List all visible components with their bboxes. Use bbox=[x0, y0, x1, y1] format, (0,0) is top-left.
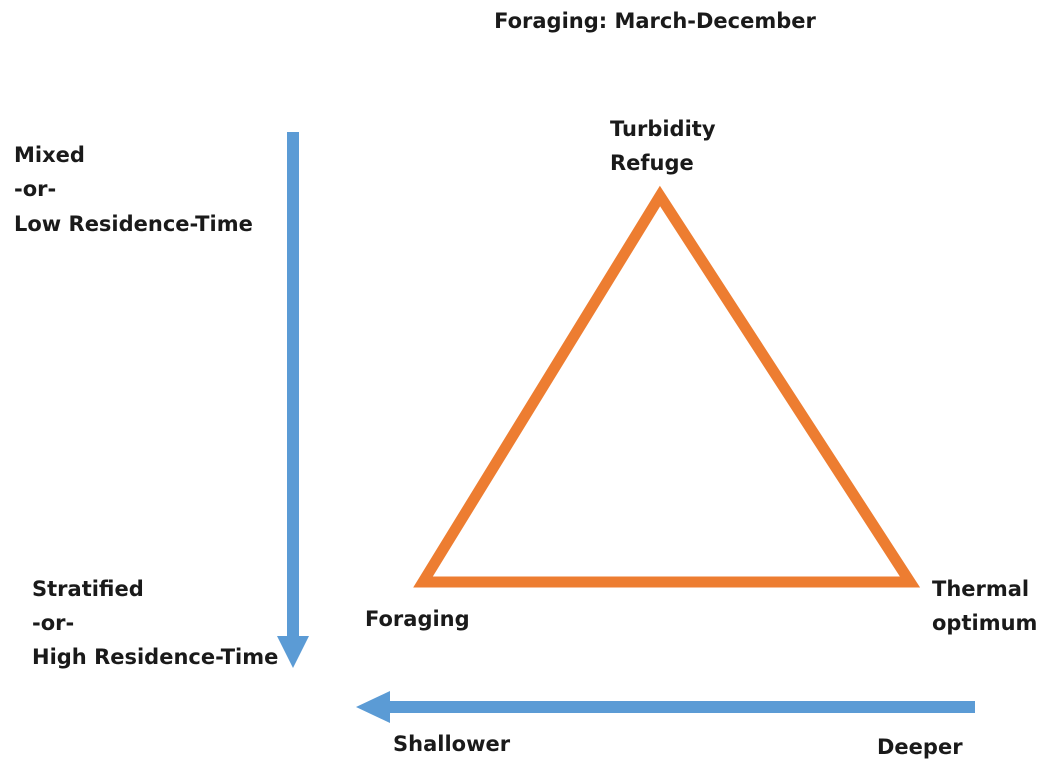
node-label: Foraging bbox=[365, 607, 470, 631]
axis-label: -or- bbox=[14, 177, 56, 201]
axis-label: High Residence-Time bbox=[32, 645, 278, 669]
axis-label: Low Residence-Time bbox=[14, 212, 253, 236]
axis-label: -or- bbox=[32, 611, 74, 635]
node-label: optimum bbox=[932, 611, 1037, 635]
axis-label: Shallower bbox=[393, 732, 511, 756]
node-label: Turbidity bbox=[610, 117, 716, 141]
horizontal-arrow-head bbox=[356, 691, 390, 723]
axis-label: Stratified bbox=[32, 577, 144, 601]
axis-label: Deeper bbox=[877, 735, 963, 759]
triangle bbox=[413, 185, 921, 588]
vertical-arrow-head bbox=[277, 636, 309, 668]
node-label: Refuge bbox=[610, 151, 694, 175]
node-label: Thermal bbox=[932, 577, 1029, 601]
title: Foraging: March-December bbox=[494, 9, 816, 33]
axis-label: Mixed bbox=[14, 143, 85, 167]
